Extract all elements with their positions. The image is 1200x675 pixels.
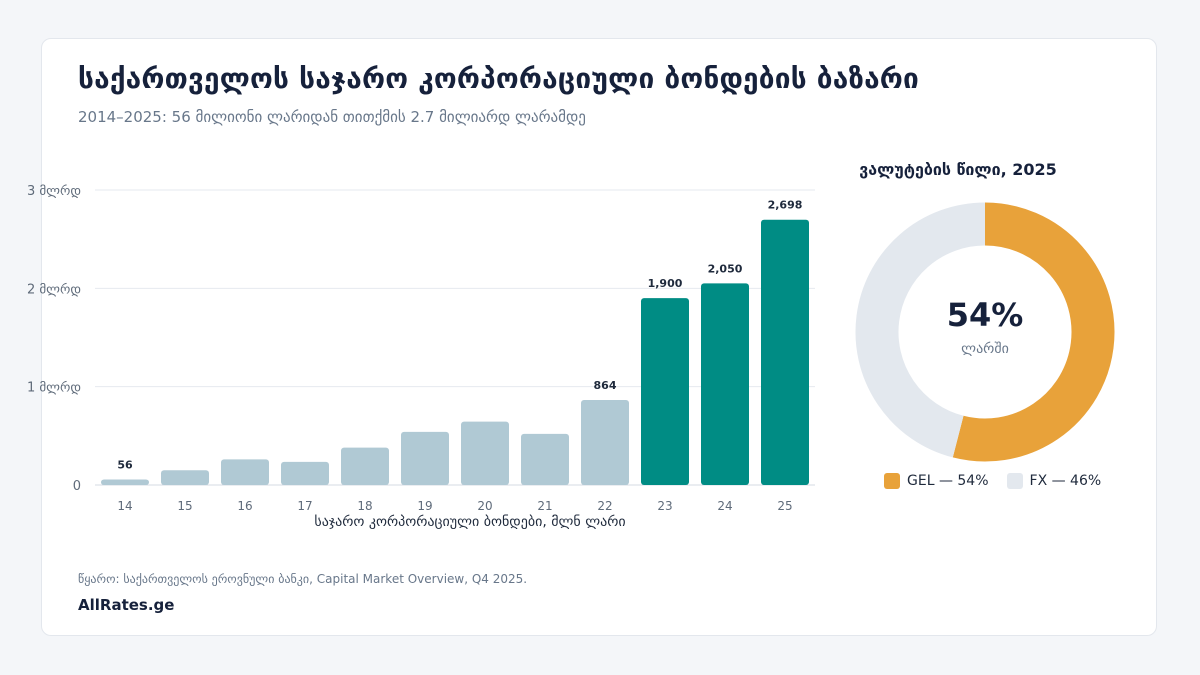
donut-center: 54% ლარში: [905, 295, 1065, 357]
x-tick-label: 23: [657, 499, 672, 513]
chart-card: [41, 38, 1157, 636]
bar-21: [521, 433, 569, 485]
x-tick-label: 15: [177, 499, 192, 513]
bar-value-label: 2,050: [708, 262, 743, 275]
legend-swatch-fx: [1006, 473, 1023, 489]
bar-value-label: 864: [594, 379, 617, 392]
bar-14: [101, 479, 149, 485]
bar-23: [641, 298, 689, 485]
bar-17: [281, 461, 329, 485]
x-axis-label: საჯარო კორპორაციული ბონდები, მლნ ლარი: [314, 514, 626, 530]
legend-item-fx: FX — 46%: [1006, 473, 1102, 489]
donut-chart: [855, 202, 1115, 462]
x-tick-label: 19: [417, 499, 432, 513]
donut-slice-gel: [952, 202, 1115, 462]
legend-item-gel: GEL — 54%: [884, 473, 989, 489]
bar-22: [581, 400, 629, 485]
legend-swatch-gel: [884, 473, 900, 489]
donut-legend: GEL — 54% FX — 46%: [884, 473, 1101, 489]
x-tick-label: 16: [237, 499, 252, 513]
x-tick-label: 14: [117, 499, 132, 513]
donut-center-label: ლარში: [961, 341, 1009, 357]
legend-label-gel: GEL — 54%: [907, 473, 989, 489]
donut-title: ვალუტების წილი, 2025: [859, 160, 1057, 179]
bar-20: [461, 421, 509, 485]
x-tick-label: 20: [477, 499, 492, 513]
donut-slice-fx: [855, 202, 986, 458]
y-tick-label: 2 მლრდ: [27, 282, 81, 297]
bar-24: [701, 283, 749, 485]
bar-18: [341, 447, 389, 485]
y-tick-label: 0: [73, 479, 81, 494]
brand-logo-text: AllRates.ge: [78, 596, 175, 614]
x-tick-label: 18: [357, 499, 372, 513]
bar-16: [221, 459, 269, 485]
page-title: საქართველოს საჯარო კორპორაციული ბონდების…: [78, 62, 920, 95]
page-subtitle: 2014–2025: 56 მილიონი ლარიდან თითქმის 2.…: [78, 108, 586, 126]
x-tick-label: 24: [717, 499, 732, 513]
bar-value-label: 1,900: [648, 277, 683, 290]
y-tick-label: 3 მლრდ: [27, 184, 81, 199]
x-tick-label: 25: [777, 499, 792, 513]
x-tick-label: 21: [537, 499, 552, 513]
donut-center-value: 54%: [946, 296, 1024, 334]
x-tick-label: 17: [297, 499, 312, 513]
bar-19: [401, 431, 449, 485]
bar-value-label: 56: [117, 458, 133, 471]
legend-label-fx: FX — 46%: [1029, 473, 1102, 489]
bar-value-label: 2,698: [768, 199, 803, 212]
x-tick-label: 22: [597, 499, 612, 513]
bar-15: [161, 470, 209, 485]
bar-25: [761, 219, 809, 486]
source-note: წყარო: საქართველოს ეროვნული ბანკი, Capit…: [78, 572, 528, 586]
y-tick-label: 1 მლრდ: [27, 381, 81, 396]
